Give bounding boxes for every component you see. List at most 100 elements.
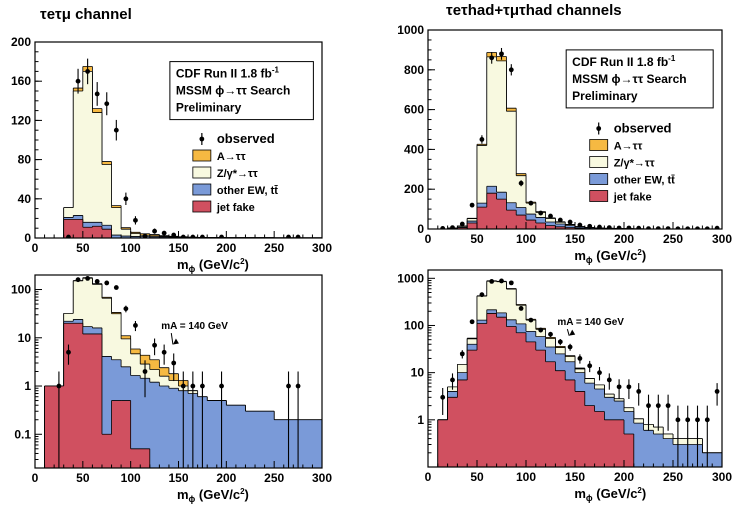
x-tick-label: 250 xyxy=(663,232,683,246)
y-tick-label: 1000 xyxy=(397,271,424,285)
hist-jet-fake xyxy=(44,323,150,468)
hist-outline-0 xyxy=(63,218,112,238)
legend-label: jet fake xyxy=(613,192,652,204)
observed-point xyxy=(665,226,671,229)
observed-point xyxy=(171,232,177,238)
legend-label: A→ττ xyxy=(217,151,246,163)
observed-point xyxy=(295,383,301,389)
observed-point xyxy=(675,417,681,423)
info-box-line: MSSM ϕ→ττ Search xyxy=(572,72,686,86)
observed-point xyxy=(104,101,110,107)
x-tick-label: 0 xyxy=(425,470,432,484)
x-axis-label: mϕ (GeV/c2) xyxy=(574,248,646,265)
observed-point xyxy=(94,279,100,284)
x-tick-label: 200 xyxy=(216,471,236,485)
annotation-label: mA = 140 GeV xyxy=(161,321,228,332)
observed-point xyxy=(499,278,504,284)
observed-point xyxy=(499,51,504,57)
x-tick-label: 150 xyxy=(168,471,188,485)
observed-point xyxy=(123,306,129,312)
observed-point xyxy=(567,344,573,350)
x-tick-label: 250 xyxy=(663,470,683,484)
annotation-arrow xyxy=(170,332,174,345)
x-tick-label: 250 xyxy=(264,471,284,485)
x-axis-label: mϕ (GeV/c2) xyxy=(574,486,646,503)
y-tick-label: 10 xyxy=(411,366,425,380)
observed-point xyxy=(508,280,514,286)
observed-point xyxy=(557,217,563,223)
chart-bottom-right: 0 50 100 150 200 250 300 1 10 100 1000 mϕ (GeV/c2) m… xyxy=(397,269,732,503)
annotation-label: mA = 140 GeV xyxy=(557,317,624,328)
hist-outline-0 xyxy=(44,322,151,468)
info-box xyxy=(565,49,714,109)
hist-jet-fake xyxy=(447,193,634,229)
y-tick-label: 800 xyxy=(404,63,424,77)
legend-swatch xyxy=(192,200,212,213)
legend-label: jet fake xyxy=(216,202,255,214)
observed-point xyxy=(548,213,553,219)
observed-point xyxy=(66,234,71,238)
legend-swatch xyxy=(192,166,212,179)
x-tick-label: 300 xyxy=(712,232,732,246)
observed-point xyxy=(152,342,157,348)
chart-top-left: 0 50 100 150 200 250 300 0 40 80 120 160 200 mϕ (GeV/… xyxy=(11,35,332,274)
observed-point xyxy=(479,137,485,142)
observed-point xyxy=(646,226,651,229)
observed-point xyxy=(85,69,91,74)
observed-point xyxy=(459,351,465,357)
observed-point xyxy=(695,226,700,229)
legend-swatch xyxy=(589,139,609,151)
x-tick-label: 150 xyxy=(168,241,188,255)
legend-label: observed xyxy=(217,131,275,146)
y-tick-label: 200 xyxy=(404,182,424,196)
x-tick-label: 300 xyxy=(312,471,332,485)
observed-point xyxy=(459,221,465,227)
info-box-line: MSSM ϕ→ττ Search xyxy=(176,84,290,98)
chart-title-top-left: τeτμ channel xyxy=(40,6,132,23)
legend-marker xyxy=(596,126,602,131)
observed-point xyxy=(66,349,71,355)
legend-swatch xyxy=(589,190,609,202)
observed-point xyxy=(104,280,110,286)
observed-point xyxy=(675,226,681,229)
observed-point xyxy=(626,384,632,390)
y-tick-label: 200 xyxy=(11,35,31,49)
legend-swatch xyxy=(589,156,609,168)
y-tick-label: 0 xyxy=(24,231,31,245)
observed-point xyxy=(636,389,642,394)
x-tick-label: 0 xyxy=(32,241,39,255)
annotation-arrow xyxy=(566,329,570,336)
observed-point xyxy=(538,210,544,216)
observed-point xyxy=(665,403,671,409)
observed-point xyxy=(714,225,720,229)
observed-point xyxy=(577,356,583,361)
y-tick-label: 1000 xyxy=(397,23,424,37)
x-tick-label: 0 xyxy=(32,471,39,485)
observed-point xyxy=(695,417,700,423)
x-tick-label: 200 xyxy=(614,232,634,246)
y-tick-label: 0.1 xyxy=(14,427,31,441)
observed-point xyxy=(133,323,138,328)
observed-point xyxy=(75,277,81,283)
observed-point xyxy=(489,278,495,284)
observed-point xyxy=(704,417,710,423)
legend-marker xyxy=(199,136,205,142)
observed-point xyxy=(636,225,642,229)
y-tick-label: 600 xyxy=(404,103,424,117)
x-tick-label: 200 xyxy=(216,241,236,255)
x-tick-label: 250 xyxy=(264,241,284,255)
observed-point xyxy=(714,389,720,394)
observed-point xyxy=(190,234,196,238)
info-box-line: CDF Run II 1.8 fb-1 xyxy=(572,54,676,69)
observed-point xyxy=(123,196,129,202)
observed-point xyxy=(161,349,167,355)
observed-point xyxy=(180,234,186,238)
y-tick-label: 100 xyxy=(11,283,31,297)
observed-point xyxy=(518,306,524,311)
hist-outline-0 xyxy=(437,313,644,467)
observed-point xyxy=(133,217,138,223)
info-box xyxy=(169,61,314,121)
annotation-arrowhead xyxy=(569,329,576,336)
observed-point xyxy=(685,226,691,229)
